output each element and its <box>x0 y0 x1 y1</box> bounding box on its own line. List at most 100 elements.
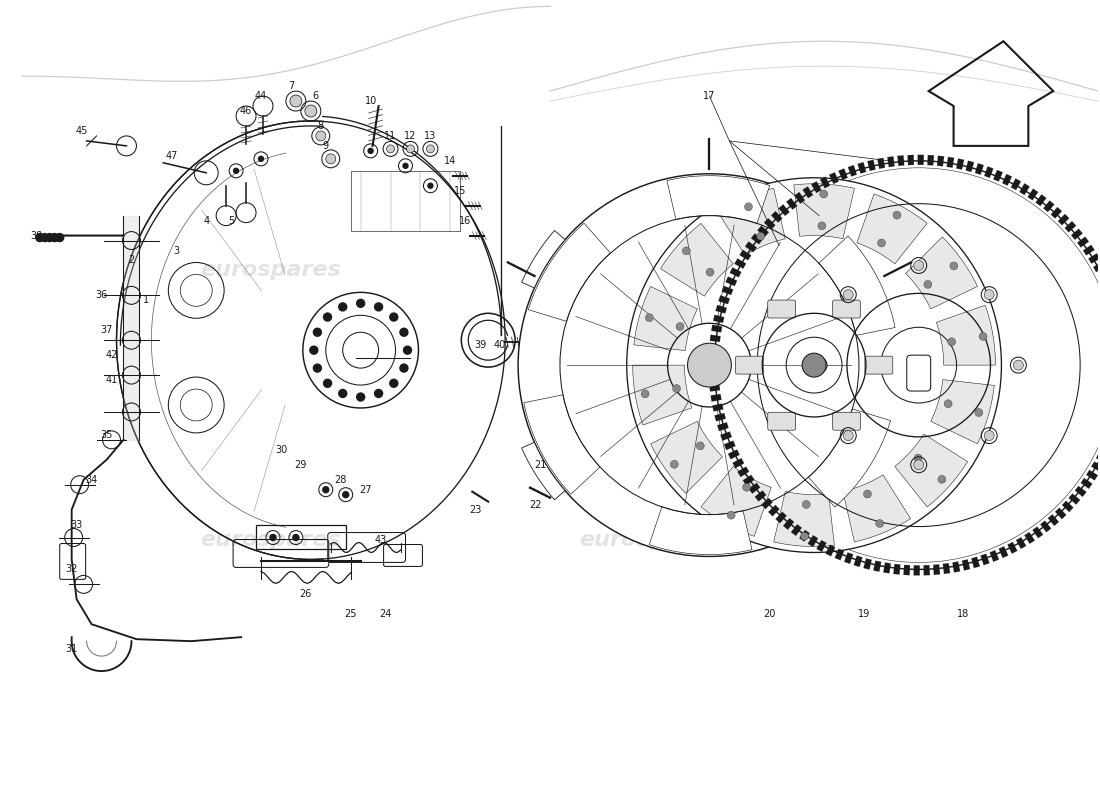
Polygon shape <box>720 432 732 441</box>
Text: 41: 41 <box>106 375 118 385</box>
Circle shape <box>314 328 321 336</box>
Polygon shape <box>936 306 996 365</box>
Text: 20: 20 <box>763 610 776 619</box>
Text: 17: 17 <box>703 91 716 101</box>
Polygon shape <box>724 441 736 450</box>
Circle shape <box>1013 360 1023 370</box>
Text: 3: 3 <box>173 246 179 255</box>
Polygon shape <box>807 535 818 547</box>
Circle shape <box>293 534 299 541</box>
Polygon shape <box>1041 521 1052 532</box>
Polygon shape <box>990 550 999 562</box>
Polygon shape <box>755 490 767 502</box>
Polygon shape <box>708 355 718 362</box>
Polygon shape <box>857 194 927 264</box>
Polygon shape <box>1071 229 1082 240</box>
FancyBboxPatch shape <box>833 300 860 318</box>
Text: 12: 12 <box>405 131 417 141</box>
Text: 35: 35 <box>100 430 112 440</box>
Polygon shape <box>733 458 744 468</box>
Polygon shape <box>711 394 722 402</box>
Text: 7: 7 <box>288 81 294 91</box>
Polygon shape <box>843 475 911 542</box>
Polygon shape <box>893 564 900 574</box>
Circle shape <box>757 232 764 240</box>
Circle shape <box>818 222 826 230</box>
Polygon shape <box>888 156 894 167</box>
Text: 47: 47 <box>165 151 177 161</box>
Polygon shape <box>708 345 719 351</box>
Polygon shape <box>710 334 720 342</box>
Polygon shape <box>528 223 611 322</box>
Circle shape <box>323 379 331 387</box>
Text: 11: 11 <box>384 131 397 141</box>
Polygon shape <box>524 395 601 494</box>
Circle shape <box>270 534 276 541</box>
Text: 1: 1 <box>143 295 150 306</box>
Circle shape <box>984 430 994 441</box>
Circle shape <box>322 486 329 493</box>
Circle shape <box>339 303 346 311</box>
Circle shape <box>339 390 346 398</box>
Polygon shape <box>914 566 920 575</box>
Polygon shape <box>791 524 802 536</box>
Polygon shape <box>933 564 940 575</box>
Polygon shape <box>632 365 692 425</box>
Polygon shape <box>751 234 762 244</box>
Circle shape <box>876 519 883 527</box>
Polygon shape <box>771 211 782 222</box>
Polygon shape <box>1044 201 1054 212</box>
Circle shape <box>314 364 321 372</box>
Text: 10: 10 <box>364 96 376 106</box>
Polygon shape <box>776 512 786 523</box>
Circle shape <box>914 454 922 462</box>
Text: 36: 36 <box>96 290 108 300</box>
Polygon shape <box>844 553 854 564</box>
Polygon shape <box>1048 514 1059 526</box>
Polygon shape <box>993 170 1003 182</box>
Circle shape <box>924 281 932 288</box>
Polygon shape <box>1077 237 1089 247</box>
Circle shape <box>56 234 64 242</box>
Text: eurospares: eurospares <box>580 261 720 281</box>
Polygon shape <box>800 530 810 542</box>
Text: 22: 22 <box>529 500 541 510</box>
Circle shape <box>290 95 301 107</box>
Circle shape <box>258 156 264 162</box>
Circle shape <box>51 234 58 242</box>
FancyBboxPatch shape <box>768 412 795 430</box>
Circle shape <box>343 492 349 498</box>
Polygon shape <box>1033 526 1043 538</box>
Text: 6: 6 <box>312 91 319 101</box>
Polygon shape <box>961 559 970 570</box>
Polygon shape <box>1027 189 1038 200</box>
Polygon shape <box>835 549 844 560</box>
Circle shape <box>745 202 752 210</box>
Text: 27: 27 <box>360 485 372 494</box>
Polygon shape <box>829 172 838 184</box>
Polygon shape <box>868 160 876 171</box>
Circle shape <box>801 532 808 540</box>
Circle shape <box>950 262 958 270</box>
Circle shape <box>947 338 956 346</box>
FancyBboxPatch shape <box>833 412 860 430</box>
Circle shape <box>893 211 901 219</box>
Circle shape <box>403 163 408 168</box>
Text: 31: 31 <box>66 644 78 654</box>
Polygon shape <box>848 165 857 177</box>
Text: 25: 25 <box>344 610 356 619</box>
Polygon shape <box>956 158 964 170</box>
Polygon shape <box>651 422 723 494</box>
Text: 39: 39 <box>474 340 486 350</box>
Polygon shape <box>745 242 757 252</box>
Polygon shape <box>931 380 994 444</box>
Polygon shape <box>735 258 746 269</box>
Polygon shape <box>794 184 855 239</box>
Polygon shape <box>905 237 978 309</box>
Polygon shape <box>708 374 719 382</box>
Circle shape <box>326 154 336 164</box>
Text: 8: 8 <box>318 121 323 131</box>
Circle shape <box>682 247 691 255</box>
Circle shape <box>672 385 681 393</box>
Text: 15: 15 <box>454 186 466 196</box>
